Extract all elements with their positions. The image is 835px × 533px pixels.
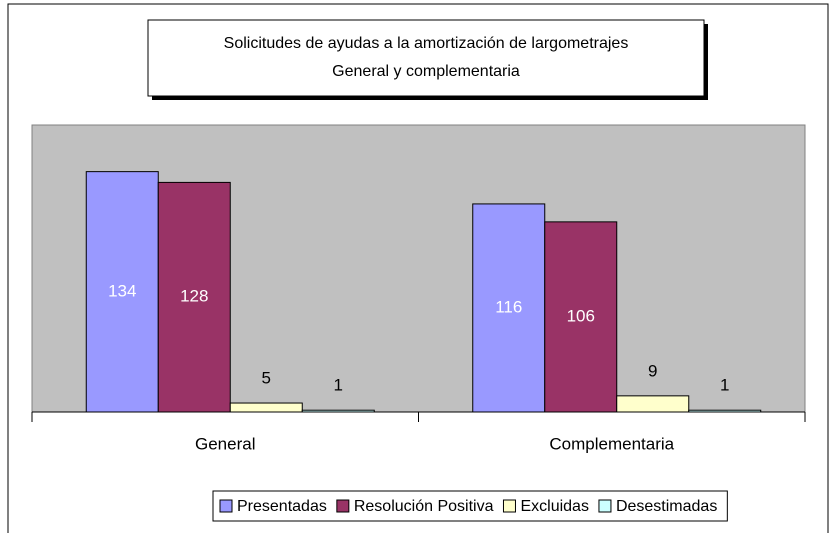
legend-label: Resolución Positiva — [354, 498, 494, 515]
legend-swatch — [219, 499, 233, 513]
bar — [544, 221, 618, 413]
legend-label: Excluidas — [520, 498, 588, 515]
legend-swatch — [336, 499, 350, 513]
data-label: 128 — [180, 287, 208, 306]
bar — [157, 181, 231, 413]
bar — [229, 402, 303, 413]
data-label: 1 — [720, 376, 729, 395]
data-label: 1 — [334, 376, 343, 395]
legend-swatch — [502, 499, 516, 513]
legend-label: Desestimadas — [616, 498, 717, 515]
x-tick-label: General — [195, 434, 255, 453]
title-box — [147, 19, 705, 97]
data-label: 106 — [567, 306, 595, 325]
data-label: 116 — [495, 297, 522, 316]
chart-border — [7, 3, 829, 533]
data-label: 134 — [108, 281, 136, 300]
x-tick-label: Complementaria — [549, 434, 674, 453]
data-label: 5 — [262, 369, 271, 388]
legend-box — [212, 490, 728, 522]
bar — [688, 409, 762, 413]
data-label: 9 — [648, 361, 657, 380]
bar — [616, 395, 690, 413]
chart-title: Solicitudes de ayudas a la amortización … — [224, 35, 629, 52]
bar — [301, 409, 375, 413]
legend-label: Presentadas — [237, 498, 327, 515]
legend-swatch — [598, 499, 612, 513]
chart-subtitle: General y complementaria — [332, 63, 520, 80]
bar — [85, 171, 159, 413]
